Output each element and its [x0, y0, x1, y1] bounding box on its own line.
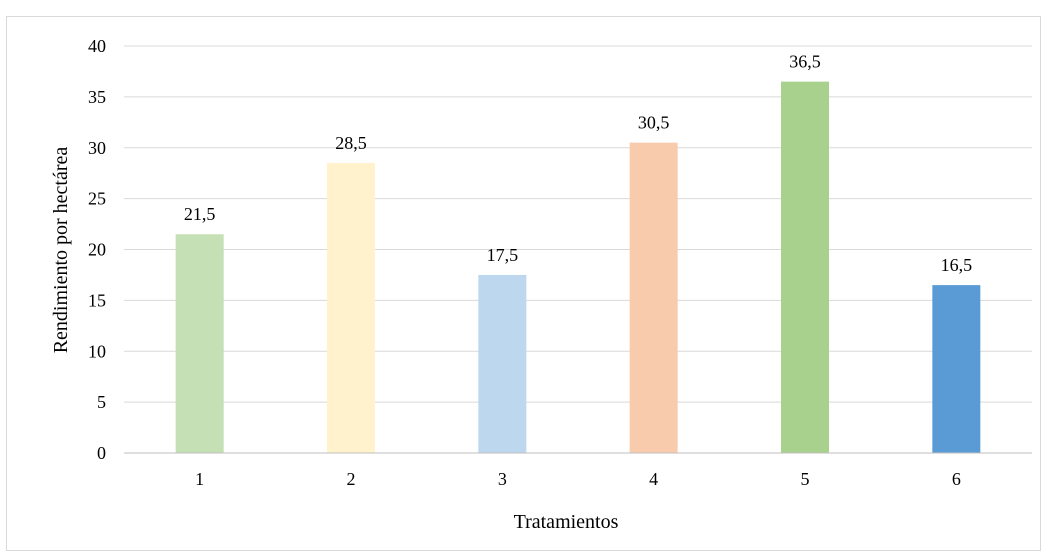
- y-tick-label: 0: [97, 443, 106, 463]
- x-tick-label: 1: [195, 469, 204, 489]
- bar: [478, 274, 527, 453]
- y-tick-label: 40: [88, 36, 106, 56]
- y-tick-label: 25: [88, 189, 106, 209]
- y-tick-label: 35: [88, 87, 106, 107]
- data-label: 16,5: [941, 255, 973, 275]
- labels: 0 5 10 15 20 25 30 35 40 21,5 1 28,5 2 17,5 3 30,5 4 36,5…: [88, 36, 972, 489]
- data-label: 21,5: [184, 204, 216, 224]
- data-label: 30,5: [638, 113, 670, 133]
- x-tick-label: 3: [498, 469, 507, 489]
- gridlines: [124, 45, 1032, 403]
- bar: [932, 285, 981, 453]
- data-label: 36,5: [789, 52, 821, 72]
- data-label: 17,5: [487, 245, 519, 265]
- y-axis-title: Rendimiento por hectárea: [50, 147, 72, 354]
- bar: [327, 163, 375, 453]
- data-label: 28,5: [335, 133, 367, 153]
- bar: [629, 142, 678, 453]
- bars: [175, 81, 981, 454]
- y-tick-label: 15: [88, 290, 106, 310]
- bar: [781, 81, 829, 454]
- y-tick-label: 20: [88, 240, 106, 260]
- y-tick-label: 10: [88, 341, 106, 361]
- x-tick-label: 2: [347, 469, 356, 489]
- bar: [175, 234, 224, 453]
- y-tick-label: 30: [88, 138, 106, 158]
- x-tick-label: 6: [952, 469, 961, 489]
- x-tick-label: 4: [649, 469, 658, 489]
- y-tick-label: 5: [97, 392, 106, 412]
- x-tick-label: 5: [801, 469, 810, 489]
- x-axis-title: Tratamientos: [514, 511, 619, 533]
